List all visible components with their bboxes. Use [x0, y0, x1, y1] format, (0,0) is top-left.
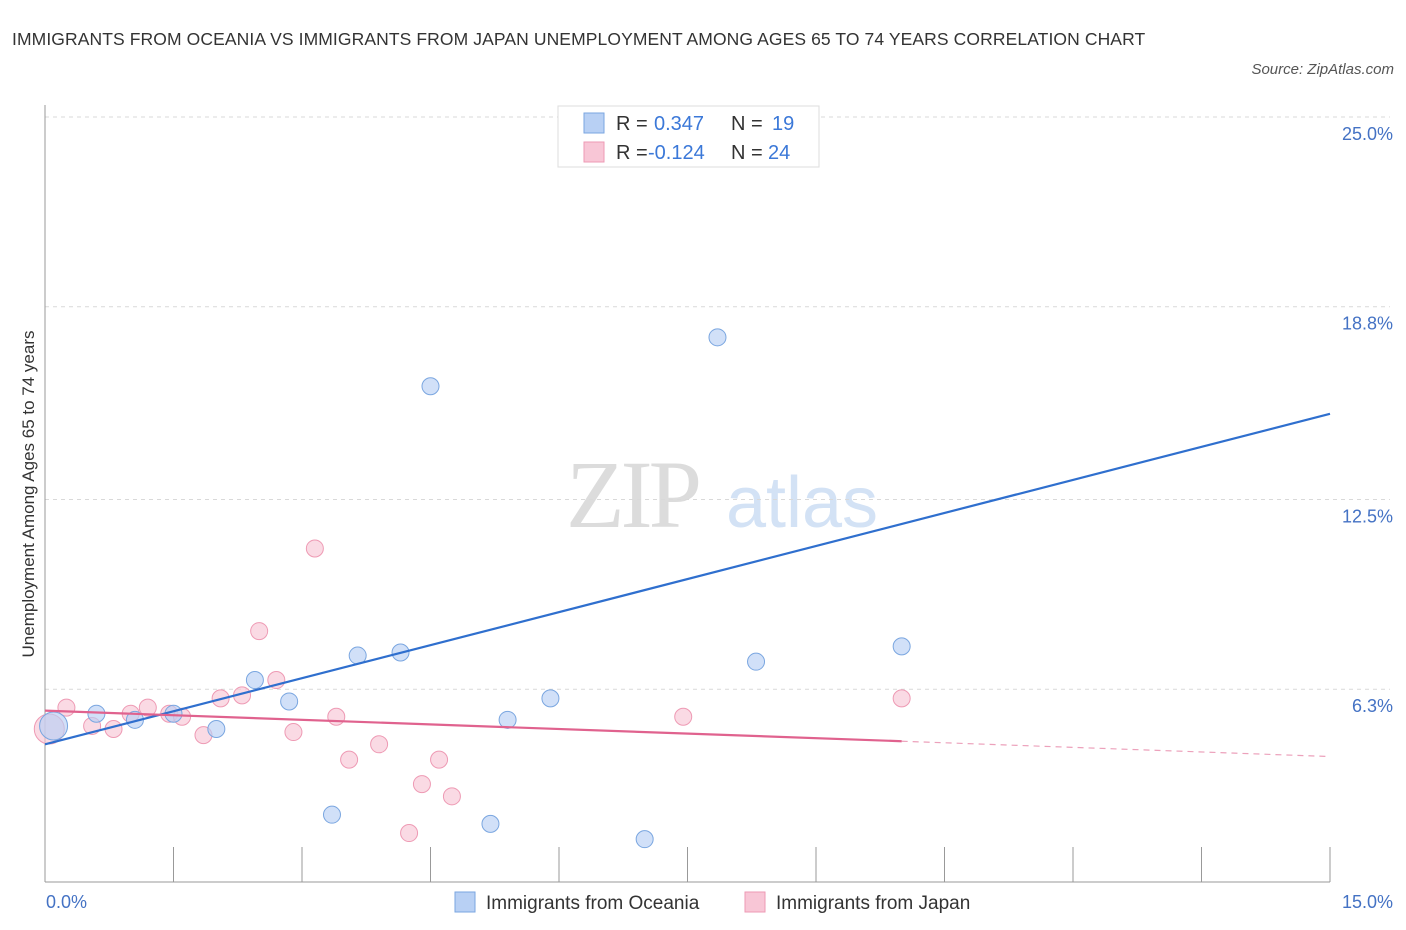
japan-point [430, 750, 449, 769]
legend-r-value-oceania: 0.347 [654, 113, 704, 135]
legend-r-value-japan: -0.124 [648, 142, 705, 164]
bottom-legend-label-japan: Immigrants from Japan [776, 893, 970, 914]
y-tick-label: 12.5% [1342, 507, 1393, 527]
legend-swatch-japan [583, 141, 605, 163]
legend-box: R = 0.347 N = 19 R = -0.124 N = 24 [557, 105, 820, 168]
legend-n-value-japan: 24 [768, 142, 790, 164]
oceania-point [39, 711, 69, 741]
oceania-point [481, 814, 500, 833]
watermark-zip: ZIP [566, 441, 699, 548]
oceania-point [498, 710, 517, 729]
japan-point [400, 824, 419, 843]
oceania-trend-line [44, 412, 1331, 746]
axes [44, 105, 1331, 883]
japan-point [284, 723, 303, 742]
legend-n-value-oceania: 19 [772, 113, 794, 135]
legend-n-label-oceania: N = [731, 113, 763, 135]
legend-n-label-japan: N = [731, 142, 763, 164]
japan-point [442, 787, 461, 806]
japan-point [250, 622, 269, 641]
japan-point [674, 707, 693, 726]
oceania-point [747, 652, 766, 671]
oceania-point [207, 720, 226, 738]
y-axis-label: Unemployment Among Ages 65 to 74 years [19, 331, 38, 658]
source-label: Source: ZipAtlas.com [1251, 61, 1394, 78]
japan-point [327, 707, 346, 726]
tick-labels: 6.3% 12.5% 18.8% 25.0% 0.0% 15.0% [46, 124, 1393, 912]
japan-point [138, 698, 157, 717]
legend-swatch-oceania [583, 112, 605, 134]
bottom-legend-swatch-oceania [454, 891, 476, 913]
oceania-point [245, 671, 264, 690]
watermark-atlas: atlas [726, 463, 878, 543]
trend-lines [44, 412, 1331, 758]
y-tick-label: 6.3% [1352, 696, 1393, 716]
legend-r-label-oceania: R = [616, 113, 648, 135]
y-tick-label: 25.0% [1342, 124, 1393, 144]
japan-point [412, 775, 431, 794]
x-tick-label: 15.0% [1342, 892, 1393, 912]
grid-lines [45, 116, 1390, 690]
japan-point [305, 539, 324, 558]
oceania-point [708, 328, 727, 347]
oceania-point [892, 637, 911, 656]
bottom-legend-swatch-japan [744, 891, 766, 913]
x-tick-label: 0.0% [46, 892, 87, 912]
japan-trend-line [44, 709, 902, 743]
oceania-point [280, 692, 299, 711]
y-tick-label: 18.8% [1342, 314, 1393, 334]
bottom-legend-label-oceania: Immigrants from Oceania [486, 893, 700, 914]
japan-point [892, 689, 911, 708]
chart-title: IMMIGRANTS FROM OCEANIA VS IMMIGRANTS FR… [12, 29, 1146, 49]
japan-point [340, 750, 359, 769]
oceania-point [322, 805, 341, 824]
oceania-point [635, 830, 654, 849]
oceania-point [541, 689, 560, 708]
japan-trend-extension [901, 740, 1331, 758]
legend-r-label-japan: R = [616, 142, 648, 164]
oceania-point [421, 377, 440, 396]
japan-point [370, 735, 389, 754]
bottom-legend: Immigrants from Oceania Immigrants from … [454, 891, 970, 914]
